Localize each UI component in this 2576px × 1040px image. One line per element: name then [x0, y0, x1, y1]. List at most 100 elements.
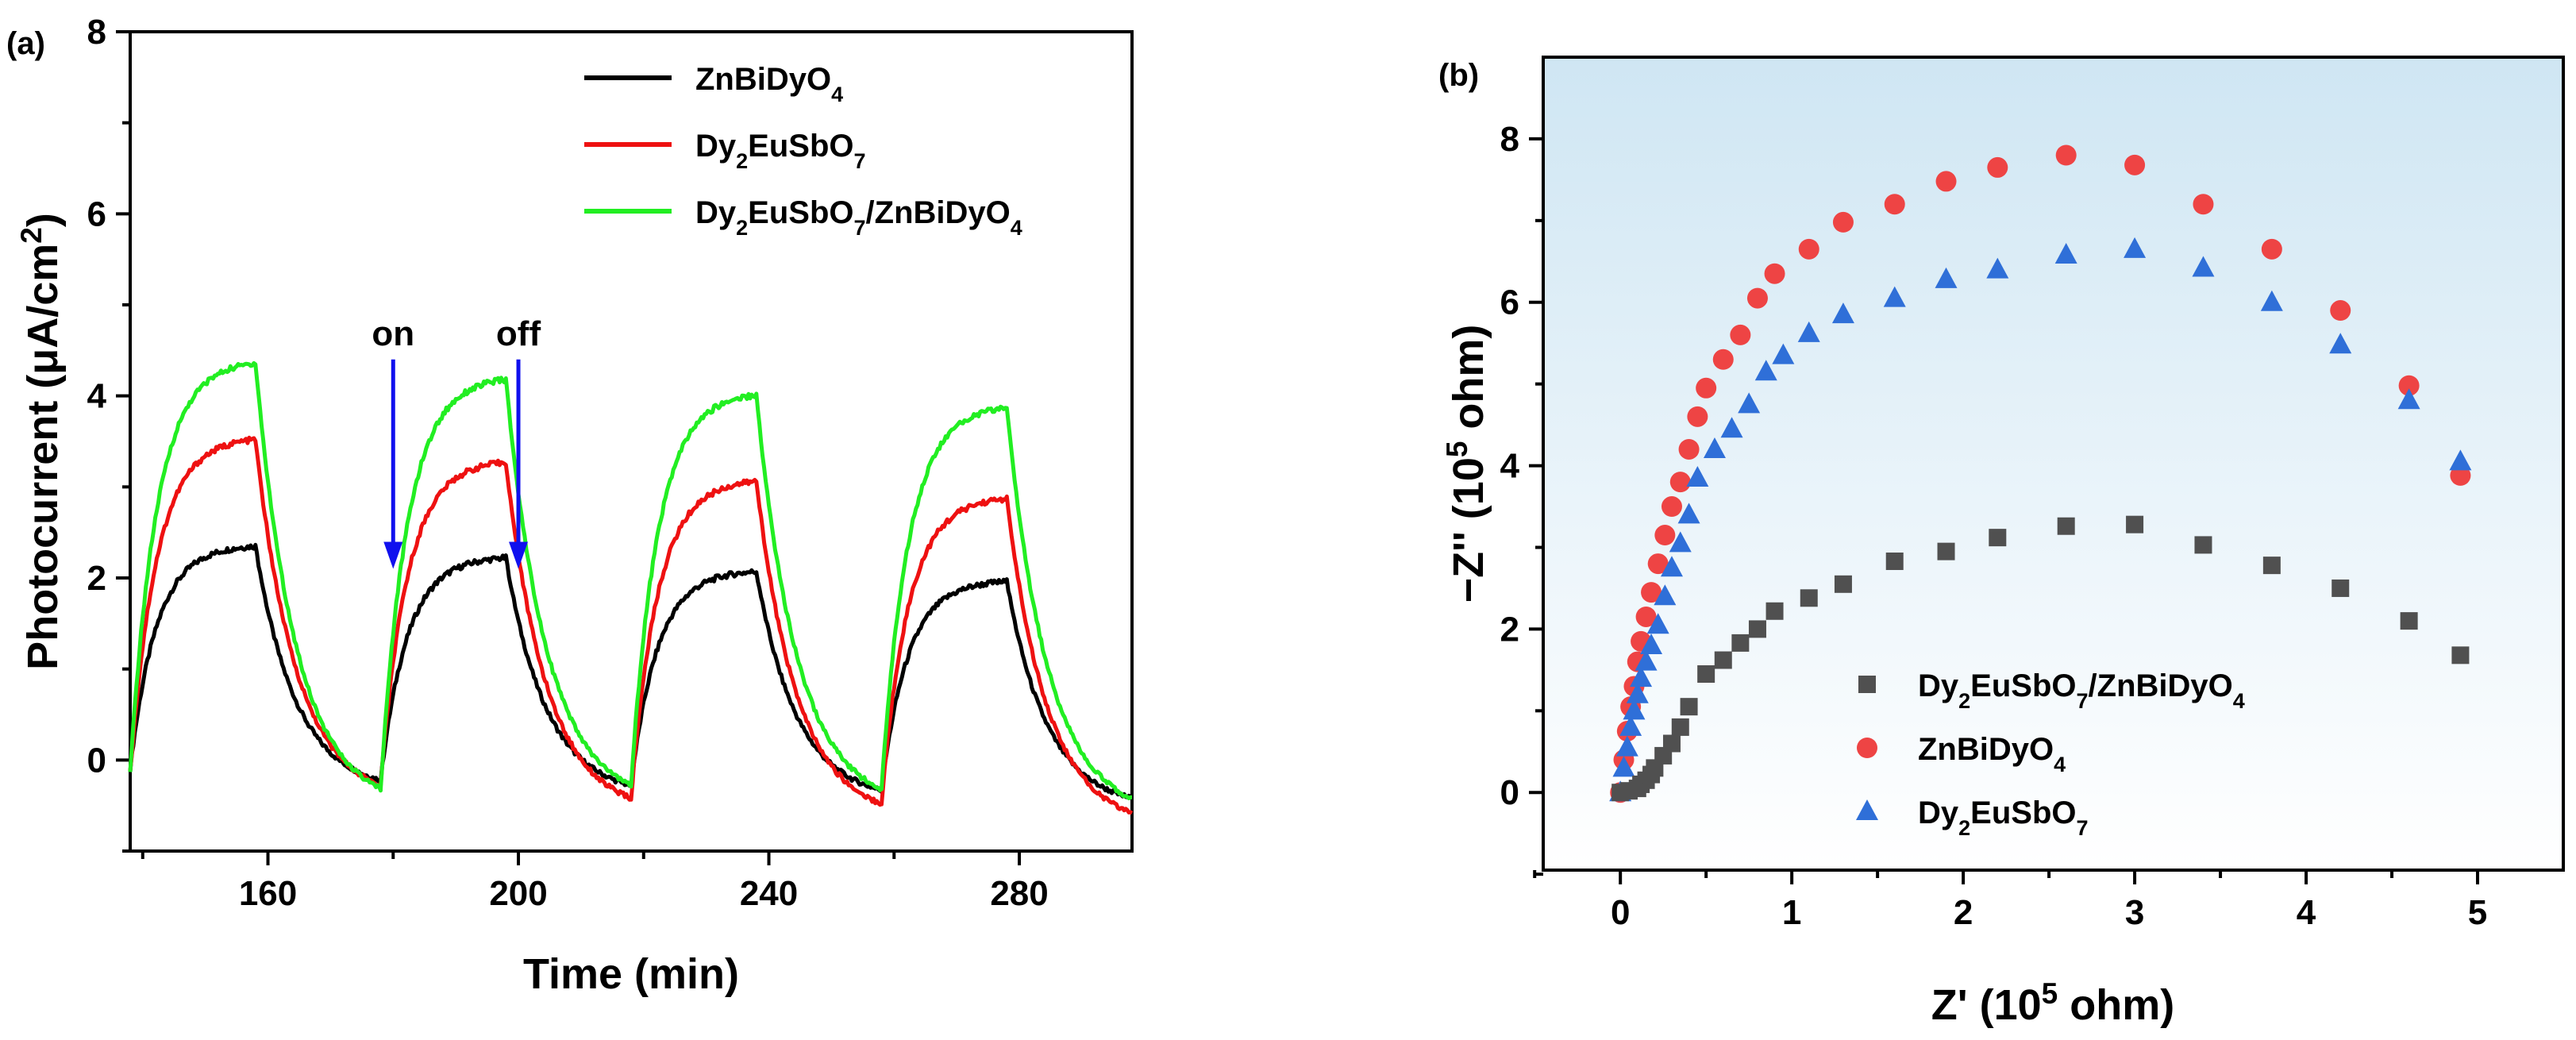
data-point-square	[2451, 646, 2470, 664]
data-point-square	[1989, 529, 2007, 547]
legend-label-2: ZnBiDyO4	[1918, 732, 2066, 776]
data-point-triangle	[2397, 388, 2420, 410]
data-point-circle	[1712, 349, 1734, 370]
y-tick-label: 4	[87, 377, 107, 416]
data-point-circle	[2055, 144, 2077, 166]
data-point-circle	[1635, 606, 1657, 627]
panel-b-ticks: 0 1 2 3 4 5 0 2 4 6 8	[1500, 120, 2488, 932]
data-point-circle	[2261, 238, 2282, 260]
series-line-2	[128, 435, 1134, 815]
legend-label-3: Dy2EuSbO7	[1918, 795, 2089, 840]
panel-b-label: (b)	[1438, 58, 1479, 93]
data-point-square	[1765, 602, 1784, 620]
y-tick-label: 0	[87, 741, 106, 780]
data-point-square	[1748, 620, 1766, 638]
y-tick-label: 8	[87, 13, 106, 52]
legend-label-1: ZnBiDyO4	[695, 62, 843, 106]
y-tick-label: 0	[1500, 773, 1519, 812]
series-triangle	[1609, 237, 2472, 802]
series-line-3	[128, 360, 1133, 800]
legend-label-2: Dy2EuSbO7	[695, 129, 866, 173]
panel-a-label: (a)	[6, 26, 45, 61]
data-point-triangle	[1935, 267, 1958, 288]
panel-b-legend: Dy2EuSbO7/ZnBiDyO4 ZnBiDyO4 Dy2EuSbO7	[1856, 668, 2245, 840]
annotation-arrowhead-off	[509, 541, 529, 569]
panel-a-frame	[129, 30, 1134, 853]
data-point-circle	[2398, 375, 2420, 396]
x-tick-label: 280	[990, 874, 1048, 913]
data-point-circle	[1730, 324, 1751, 345]
data-point-circle	[1987, 156, 2008, 178]
legend-label-1: Dy2EuSbO7/ZnBiDyO4	[1918, 668, 2245, 713]
data-point-triangle	[2124, 237, 2147, 258]
y-tick-label: 4	[1500, 447, 1520, 486]
y-tick-label: 2	[1500, 610, 1519, 649]
x-tick-label: 0	[1611, 893, 1630, 932]
panel-a-legend: ZnBiDyO4 Dy2EuSbO7 Dy2EuSbO7/ZnBiDyO4	[584, 62, 1022, 240]
data-point-triangle	[1677, 503, 1700, 524]
data-point-triangle	[1619, 715, 1642, 736]
data-point-square	[1800, 589, 1818, 607]
data-point-triangle	[1883, 286, 1906, 307]
panel-a-annotations: on off	[372, 314, 541, 569]
data-point-square	[2194, 536, 2212, 554]
data-point-triangle	[1635, 649, 1658, 671]
y-tick-label: 6	[87, 195, 106, 233]
data-point-circle	[1935, 171, 1957, 192]
data-point-square	[2400, 612, 2418, 630]
legend-marker-triangle	[1856, 799, 1878, 820]
data-point-circle	[1647, 553, 1669, 575]
panel-a-x-axis-label: Time (min)	[523, 950, 739, 998]
data-point-triangle	[1612, 756, 1635, 777]
data-point-circle	[1641, 582, 1662, 603]
annotation-label-off: off	[496, 314, 541, 353]
legend-marker-circle	[1857, 738, 1877, 758]
panel-b-series	[1609, 144, 2472, 803]
data-point-circle	[1884, 194, 1905, 215]
data-point-triangle	[1986, 257, 2009, 279]
data-point-triangle	[1626, 682, 1649, 703]
panel-b-frame	[1542, 56, 2565, 872]
data-point-triangle	[1797, 321, 1820, 342]
data-point-square	[1834, 575, 1852, 593]
y-tick-label: 2	[87, 559, 106, 598]
data-point-square	[1662, 734, 1681, 753]
data-point-triangle	[2054, 243, 2077, 264]
data-point-triangle	[2260, 290, 2283, 311]
annotation-arrowhead-on	[383, 541, 403, 569]
panel-a-series	[128, 360, 1134, 815]
data-point-triangle	[1654, 584, 1677, 606]
data-point-circle	[1654, 525, 1676, 546]
data-point-circle	[2124, 154, 2146, 175]
panel-a-y-axis-label: Photocurrent (μA/cm2)	[15, 213, 67, 670]
panel-b-y-axis-label: −Z'' (105 ohm)	[1441, 325, 1493, 603]
data-point-square	[1885, 552, 1904, 570]
data-point-triangle	[1660, 556, 1683, 577]
data-point-triangle	[1630, 666, 1653, 688]
data-point-square	[1731, 634, 1750, 652]
x-tick-label: 3	[2125, 893, 2144, 932]
data-point-square	[2262, 557, 2281, 575]
x-tick-label: 1	[1782, 893, 1801, 932]
data-point-circle	[1669, 472, 1691, 493]
legend-label-3: Dy2EuSbO7/ZnBiDyO4	[695, 195, 1022, 240]
panel-a: (a) 160 200 240 280 0 2 4 6 8 on off ZnBiDyO4 Dy2E…	[6, 13, 1134, 998]
x-tick-label: 2	[1954, 893, 1973, 932]
data-point-triangle	[2449, 449, 2472, 471]
data-point-triangle	[1720, 417, 1743, 438]
data-point-triangle	[1640, 633, 1663, 654]
data-point-triangle	[1703, 437, 1726, 458]
legend-marker-square	[1858, 676, 1876, 693]
data-point-triangle	[1754, 360, 1777, 381]
data-point-circle	[1661, 496, 1682, 518]
data-point-square	[1680, 698, 1698, 716]
series-square	[1611, 515, 2470, 802]
data-point-triangle	[1831, 302, 1854, 324]
data-point-square	[2331, 579, 2350, 597]
y-tick-label: 8	[1500, 120, 1519, 159]
y-tick-label: 6	[1500, 283, 1519, 322]
data-point-circle	[1678, 438, 1700, 460]
data-point-square	[1714, 651, 1732, 669]
data-point-circle	[1746, 287, 1768, 309]
x-tick-label: 4	[2297, 893, 2316, 932]
